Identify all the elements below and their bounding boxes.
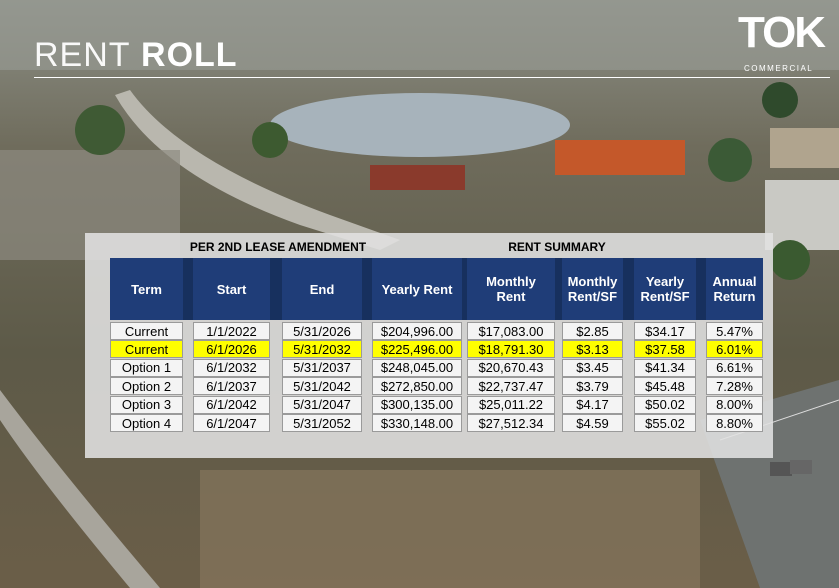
table-cell: $34.17 — [634, 322, 696, 340]
table-cell: $22,737.47 — [467, 377, 555, 396]
table-cell: $4.17 — [562, 395, 623, 414]
logo: TOK — [738, 8, 826, 57]
column-header: Yearly Rent — [381, 281, 453, 297]
table-cell: 5.47% — [706, 322, 763, 340]
table-cell: $272,850.00 — [372, 377, 462, 396]
table-cell: $3.79 — [562, 377, 623, 396]
table-cell: Current — [110, 340, 183, 359]
table-cell: Option 4 — [110, 414, 183, 432]
table-cell: $3.13 — [562, 340, 623, 359]
title: RENT ROLL — [34, 36, 238, 75]
column-header: End — [309, 281, 335, 297]
column-header-cell: Monthly Rent — [467, 258, 555, 320]
table-cell: $41.34 — [634, 358, 696, 377]
title-bold: ROLL — [141, 36, 238, 74]
table-cell: $248,045.00 — [372, 358, 462, 377]
table-cell: 5/31/2042 — [282, 377, 362, 396]
table-cell: $330,148.00 — [372, 414, 462, 432]
table-cell: $225,496.00 — [372, 340, 462, 359]
table-cell: $204,996.00 — [372, 322, 462, 340]
table-cell: 5/31/2026 — [282, 322, 362, 340]
table-cell: $3.45 — [562, 358, 623, 377]
section-label: RENT SUMMARY — [508, 240, 606, 254]
table-cell: 6/1/2047 — [193, 414, 270, 432]
table-cell: 5/31/2047 — [282, 395, 362, 414]
table-cell: Option 1 — [110, 358, 183, 377]
column-header-cell: Term — [110, 258, 183, 320]
column-header-cell: Annual Return — [706, 258, 763, 320]
title-rule — [34, 77, 830, 78]
table-cell: 6/1/2026 — [193, 340, 270, 359]
table-cell: 5/31/2037 — [282, 358, 362, 377]
table-cell: $17,083.00 — [467, 322, 555, 340]
column-header: Term — [131, 281, 162, 297]
table-cell: 5/31/2032 — [282, 340, 362, 359]
logo-subtitle: COMMERCIAL — [744, 64, 814, 73]
column-header-cell: Start — [193, 258, 270, 320]
table-cell: $20,670.43 — [467, 358, 555, 377]
table-cell: Option 2 — [110, 377, 183, 396]
table-cell: $55.02 — [634, 414, 696, 432]
table-cell: 5/31/2052 — [282, 414, 362, 432]
column-header: Start — [216, 281, 247, 297]
table-cell: $2.85 — [562, 322, 623, 340]
table-cell: 6/1/2042 — [193, 395, 270, 414]
table-cell: 6/1/2032 — [193, 358, 270, 377]
table-cell: 1/1/2022 — [193, 322, 270, 340]
table-cell: 8.00% — [706, 395, 763, 414]
table-cell: 6.01% — [706, 340, 763, 359]
table-cell: $27,512.34 — [467, 414, 555, 432]
title-light: RENT — [34, 36, 131, 74]
column-header: Monthly Rent/SF — [567, 274, 618, 304]
table-cell: $50.02 — [634, 395, 696, 414]
table-cell: 6.61% — [706, 358, 763, 377]
section-label: PER 2ND LEASE AMENDMENT — [189, 240, 367, 254]
table-cell: $4.59 — [562, 414, 623, 432]
column-header-cell: Monthly Rent/SF — [562, 258, 623, 320]
table-cell: $300,135.00 — [372, 395, 462, 414]
table-cell: $18,791.30 — [467, 340, 555, 359]
column-header: Annual Return — [712, 274, 757, 304]
table-cell: $25,011.22 — [467, 395, 555, 414]
column-header-cell: Yearly Rent — [372, 258, 462, 320]
table-cell: 8.80% — [706, 414, 763, 432]
column-header: Monthly Rent — [486, 274, 536, 304]
table-cell: $37.58 — [634, 340, 696, 359]
column-header: Yearly Rent/SF — [640, 274, 690, 304]
table-cell: 7.28% — [706, 377, 763, 396]
column-header-cell: Yearly Rent/SF — [634, 258, 696, 320]
table-cell: Option 3 — [110, 395, 183, 414]
table-cell: Current — [110, 322, 183, 340]
column-header-cell: End — [282, 258, 362, 320]
table-cell: $45.48 — [634, 377, 696, 396]
table-cell: 6/1/2037 — [193, 377, 270, 396]
